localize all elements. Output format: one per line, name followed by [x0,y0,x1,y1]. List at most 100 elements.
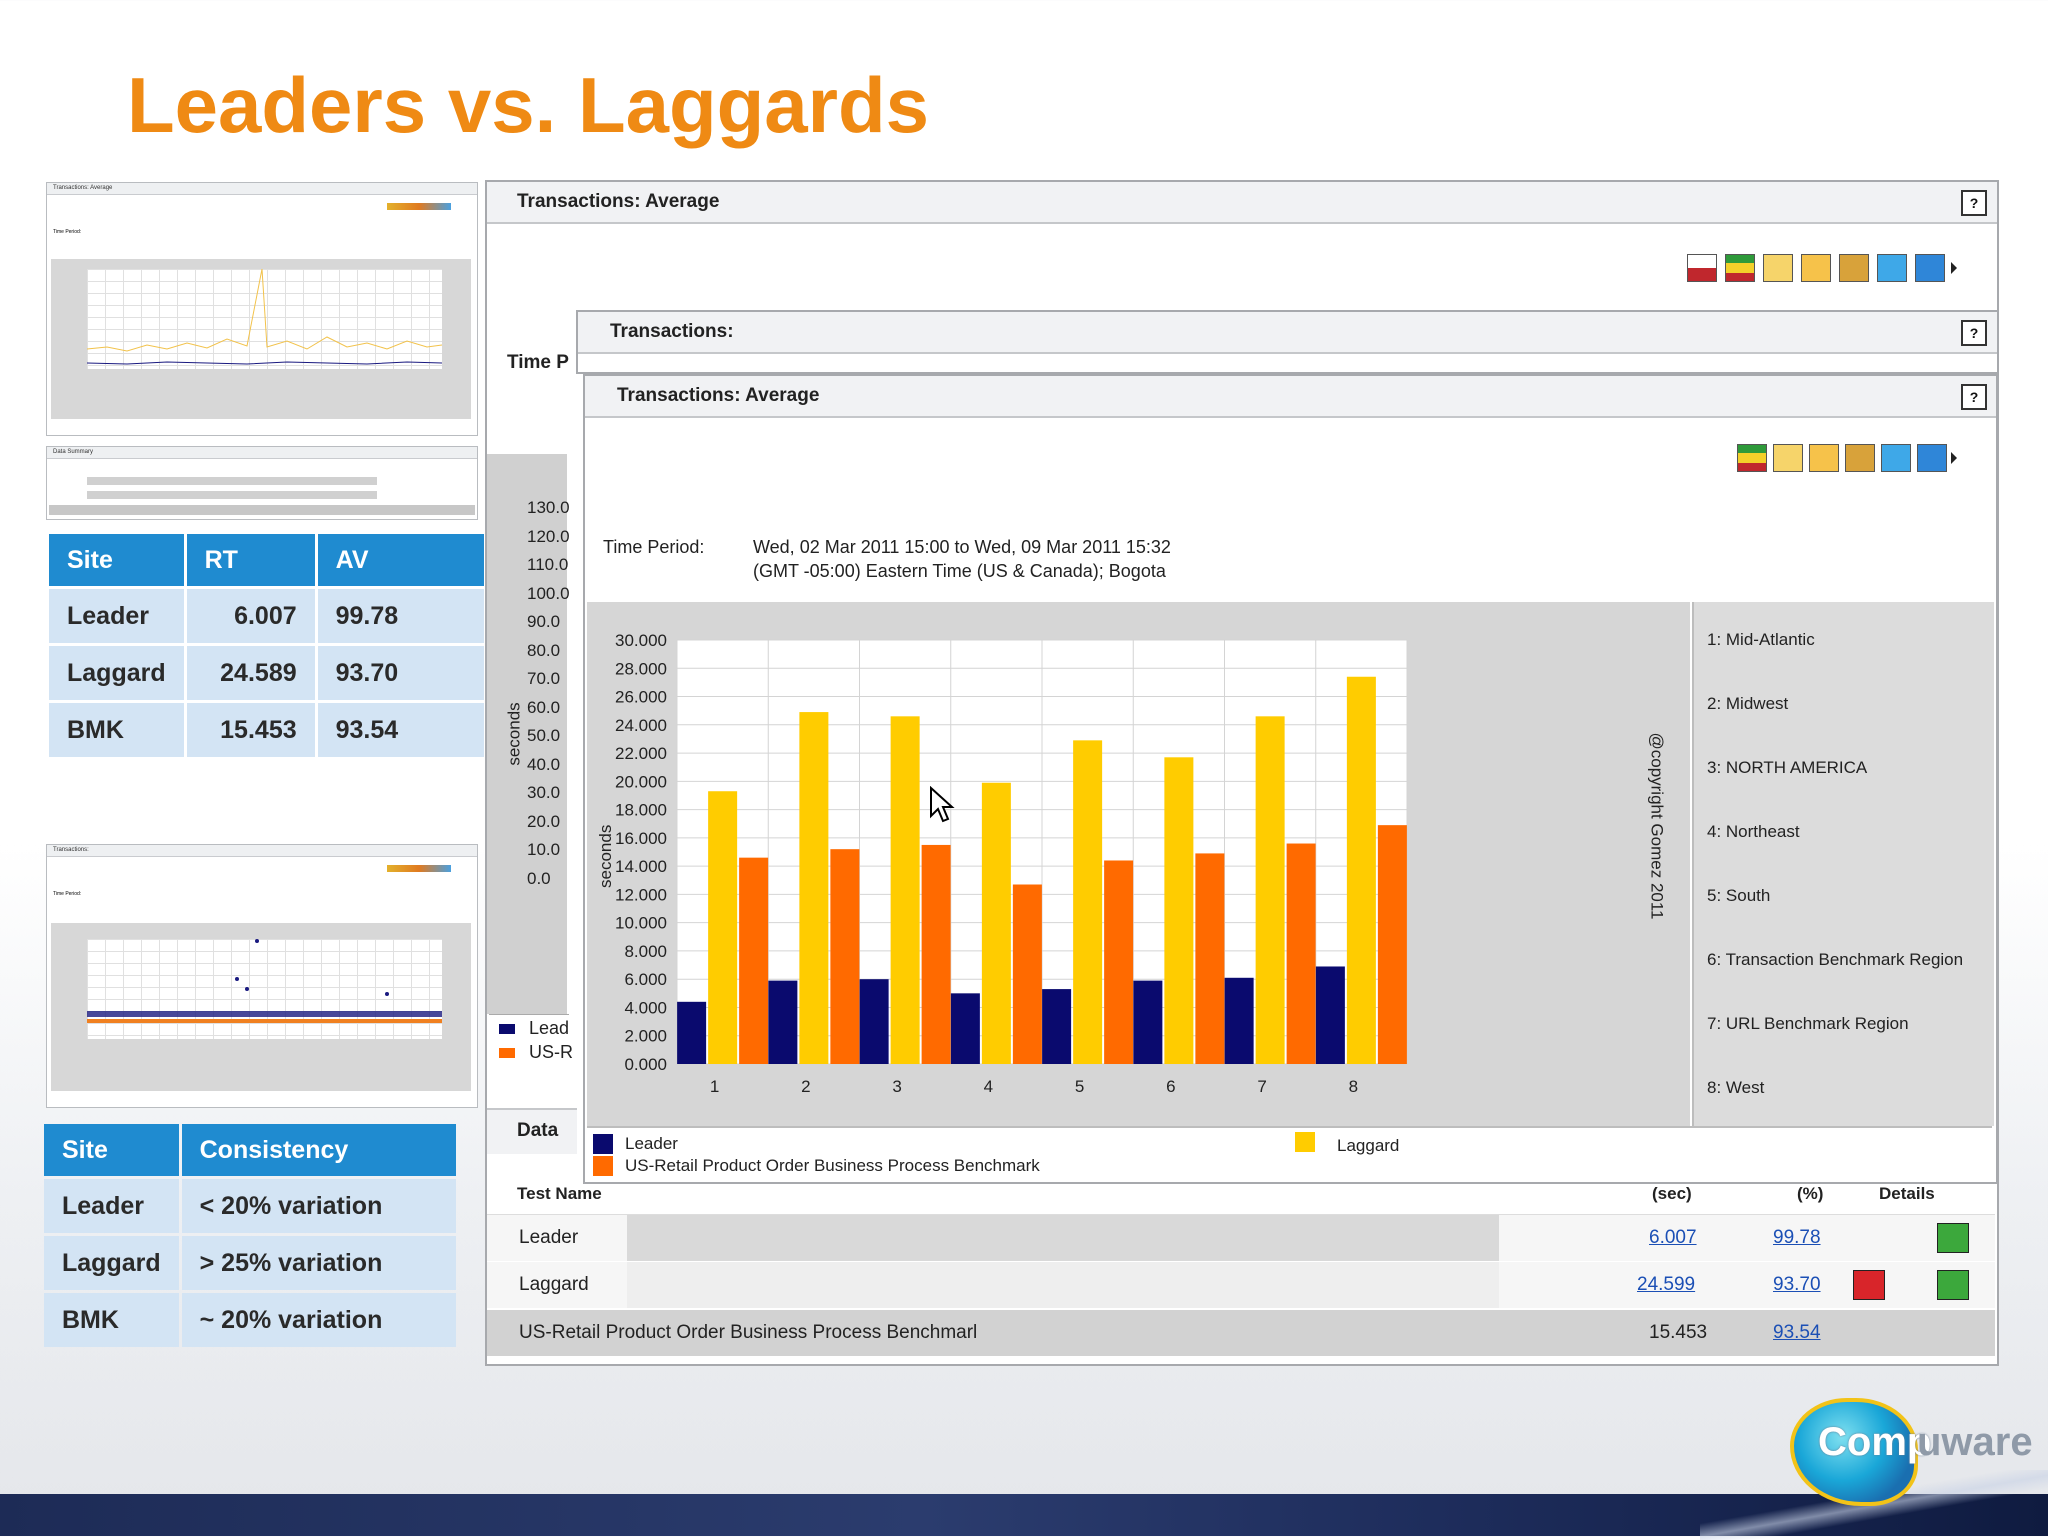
region-legend-item: 1: Mid-Atlantic [1707,630,1815,649]
folder-icon[interactable] [1773,444,1803,472]
thumbnail-time-label: Time Period: [53,891,82,897]
thumbnail-scatter-point [245,987,249,991]
row-bar [627,1262,1499,1308]
folder-icon[interactable] [1763,254,1793,282]
thumbnail-scatter-point [255,939,259,943]
back-y-tick: 100.0 [527,583,570,603]
back-y-tick: 120.0 [527,526,570,546]
print-icon[interactable] [1839,254,1869,282]
download-icon[interactable] [1801,254,1831,282]
site-cell: BMK [44,1293,179,1347]
region-legend-item: 7: URL Benchmark Region [1707,1014,1909,1033]
legend-bmk-label: US-Retail Product Order Business Process… [625,1156,1040,1175]
bar-benchmark [1012,884,1042,1064]
back-legend-leader: Lead [529,1018,570,1038]
bar-laggard [799,712,829,1064]
bar-chart: 0.000 2.000 4.000 6.000 8.000 10.000 12.000 14.… [596,631,1408,1096]
window-icon[interactable] [1881,444,1911,472]
table-row: Leader 6.007 99.78 [487,1214,1995,1261]
bar-benchmark [739,857,769,1064]
summary-pct-link[interactable]: 93.54 [1773,1322,1821,1343]
back-y-tick: 90.0 [527,612,561,631]
y-tick-label: 4.000 [624,998,667,1017]
summary-header-pct: (%) [1797,1184,1824,1203]
back-chart-area [487,454,567,1014]
time-period-range: Wed, 02 Mar 2011 15:00 to Wed, 09 Mar 20… [753,537,1171,557]
bar-laggard [708,791,738,1064]
back-panel-title: Transactions: Average [487,182,1997,224]
summary-sec-link[interactable]: 6.007 [1649,1227,1697,1248]
compuware-logo: Comp uware [1790,1398,2033,1506]
summary-pct-link[interactable]: 99.78 [1773,1227,1821,1248]
summary-name-cell: Laggard [519,1274,589,1295]
region-legend-item: 2: Midwest [1707,694,1789,713]
thumbnail-line-series [87,269,442,365]
csv-export-icon[interactable] [1687,254,1717,282]
back-legend-leader-icon [499,1024,515,1034]
download-icon[interactable] [1809,444,1839,472]
bar-benchmark [1286,843,1316,1064]
thumbnail-time-label: Time Period: [53,229,82,235]
print-icon[interactable] [1845,444,1875,472]
slide-title: Leaders vs. Laggards [127,61,930,149]
x-tick-label: 7 [1257,1077,1266,1096]
back-y-tick: 40.0 [527,754,561,774]
help-button[interactable]: ? [1961,190,1987,216]
bar-benchmark [830,849,860,1064]
thumbnail-scatter-point [385,992,389,996]
bar-leader [677,1001,707,1064]
av-cell: 99.78 [317,589,484,643]
table-row: US-Retail Product Order Business Process… [487,1310,1995,1356]
time-period-timezone: (GMT -05:00) Eastern Time (US & Canada);… [753,561,1166,581]
y-tick-label: 2.000 [624,1027,667,1046]
summary-sec-link[interactable]: 24.599 [1637,1274,1696,1295]
more-arrow-icon[interactable] [1951,452,1957,464]
site-cell: Leader [49,589,184,643]
bar-leader [1315,966,1345,1064]
excel-export-icon[interactable] [1737,444,1767,472]
email-icon[interactable] [1915,254,1945,282]
more-arrow-icon[interactable] [1951,262,1957,274]
details-chart-icon[interactable] [1937,1270,1969,1300]
region-legend-panel [1692,602,1994,1126]
details-chart-icon[interactable] [1937,1223,1969,1253]
back-data-header [487,1108,577,1154]
front-panel-title: Transactions: Average [585,376,1996,418]
summary-sec-cell: 15.453 [1649,1322,1708,1343]
region-legend-item: 6: Transaction Benchmark Region [1707,950,1964,969]
bar-laggard [1164,757,1194,1064]
y-tick-label: 26.000 [615,688,667,707]
y-tick-label: 12.000 [615,885,667,904]
bar-leader [1133,980,1163,1064]
window-icon[interactable] [1877,254,1907,282]
middle-panel-title: Transactions: [578,312,1997,354]
table-row: Laggard > 25% variation [44,1236,456,1290]
email-icon[interactable] [1917,444,1947,472]
region-legend-item: 4: Northeast [1707,822,1800,841]
back-legend-bmk-icon [499,1048,515,1058]
consistency-cell: ~ 20% variation [181,1293,456,1347]
excel-export-icon[interactable] [1725,254,1755,282]
bar-leader [859,979,889,1064]
thumbnail-title: Transactions: Average [47,183,477,195]
header-consistency: Consistency [181,1124,456,1176]
back-y-tick: 130.0 [527,498,570,517]
copyright-label: @copyright Gomez 2011 [1647,732,1667,920]
x-tick-label: 4 [984,1077,993,1096]
bar-laggard [1073,740,1103,1064]
thumbnail-toolbar-icon [387,865,451,872]
logo-text-uware: uware [1917,1420,2033,1464]
bar-laggard [890,716,920,1064]
back-y-tick: 70.0 [527,669,561,688]
summary-pct-link[interactable]: 93.70 [1773,1274,1821,1295]
table-row: Leader 6.007 99.78 [49,589,484,643]
thumbnail-summary-row [49,505,475,515]
help-button[interactable]: ? [1961,384,1987,410]
summary-header-test-name: Test Name [517,1184,602,1203]
help-button[interactable]: ? [1961,320,1987,346]
error-icon[interactable] [1853,1270,1885,1300]
y-tick-label: 6.000 [624,970,667,989]
y-tick-label: 24.000 [615,716,667,735]
back-time-label: Time P [507,352,569,373]
summary-header-details: Details [1879,1184,1935,1203]
